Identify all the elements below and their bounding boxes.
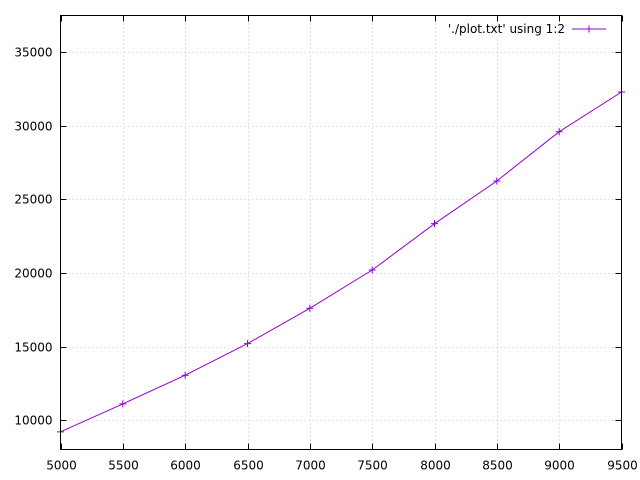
y-tick-label: 15000 — [14, 341, 52, 355]
data-point — [431, 220, 438, 228]
data-point — [181, 371, 189, 379]
data-point — [119, 400, 127, 408]
x-tick-label: 6000 — [170, 459, 201, 473]
x-tick-label: 5500 — [108, 459, 139, 473]
legend: './plot.txt' using 1:2 — [448, 22, 606, 36]
x-tick-label: 5000 — [46, 459, 77, 473]
data-point — [555, 128, 563, 136]
y-tick-label: 35000 — [14, 46, 52, 60]
tick-labels: 5000 5500 6000 6500 7000 7500 8000 8500 9000 9500… — [14, 46, 637, 473]
data-point — [306, 304, 314, 312]
y-tick-label: 30000 — [14, 120, 52, 134]
grid — [60, 15, 622, 450]
x-tick-label: 9500 — [607, 459, 638, 473]
series-area — [57, 88, 625, 436]
x-tick-label: 8500 — [482, 459, 513, 473]
x-tick-label: 9000 — [544, 459, 575, 473]
legend-marker-series-1 — [585, 25, 593, 33]
data-point — [493, 177, 501, 185]
y-tick-label: 10000 — [14, 414, 52, 428]
plot-frame — [60, 15, 622, 450]
x-tick-label: 7500 — [357, 459, 388, 473]
data-point — [244, 340, 251, 348]
axis-ticks — [60, 15, 623, 450]
y-tick-label: 25000 — [14, 193, 52, 207]
y-tick-label: 20000 — [14, 267, 52, 281]
x-tick-label: 7000 — [295, 459, 326, 473]
data-point — [368, 266, 376, 274]
x-tick-label: 6500 — [233, 459, 264, 473]
series-line-1 — [60, 91, 622, 433]
x-tick-label: 8000 — [420, 459, 451, 473]
legend-label-series-1: './plot.txt' using 1:2 — [448, 22, 565, 36]
